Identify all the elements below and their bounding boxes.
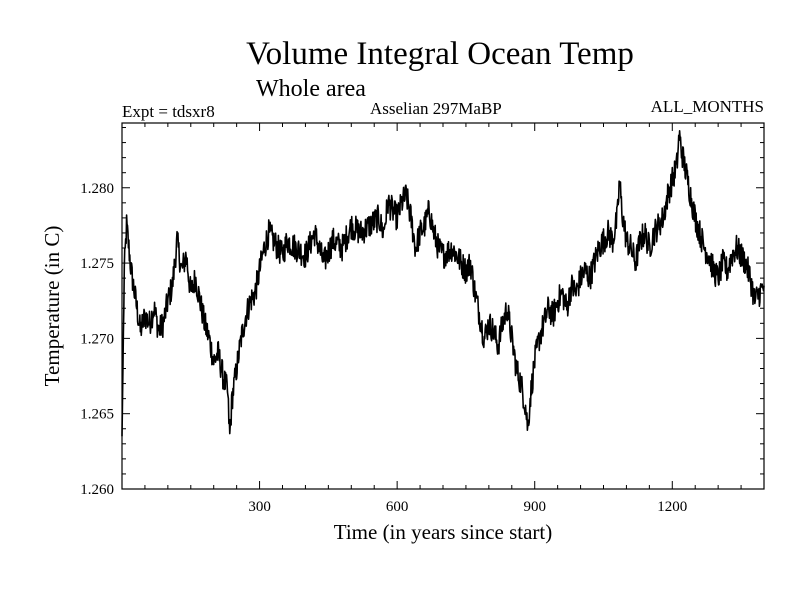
y-tick-label: 1.270 [80, 331, 114, 347]
y-tick-label: 1.275 [80, 256, 114, 272]
y-axis-ticks [122, 127, 764, 475]
x-tick-label: 1200 [657, 499, 687, 515]
chart-subtitle: Whole area [256, 76, 366, 102]
x-tick-label: 300 [248, 499, 271, 515]
y-tick-label: 1.280 [80, 181, 114, 197]
x-axis-label: Time (in years since start) [334, 520, 553, 544]
x-tick-label: 600 [386, 499, 409, 515]
series-line [121, 129, 765, 437]
x-axis-tick-labels: 300 600 900 1200 [248, 499, 687, 515]
months-label: ALL_MONTHS [650, 97, 764, 116]
x-axis-ticks [144, 123, 742, 489]
chart-title: Volume Integral Ocean Temp [246, 36, 634, 72]
period-label: Asselian 297MaBP [370, 99, 502, 118]
x-tick-label: 900 [523, 499, 546, 515]
y-axis-tick-labels: 1.260 1.265 1.270 1.275 1.280 [80, 181, 114, 498]
y-axis-label: Temperature (in C) [40, 226, 64, 387]
experiment-label: Expt = tdsxr8 [122, 102, 215, 121]
y-tick-label: 1.265 [80, 407, 114, 423]
y-tick-label: 1.260 [80, 482, 114, 498]
plot-frame [121, 122, 765, 490]
